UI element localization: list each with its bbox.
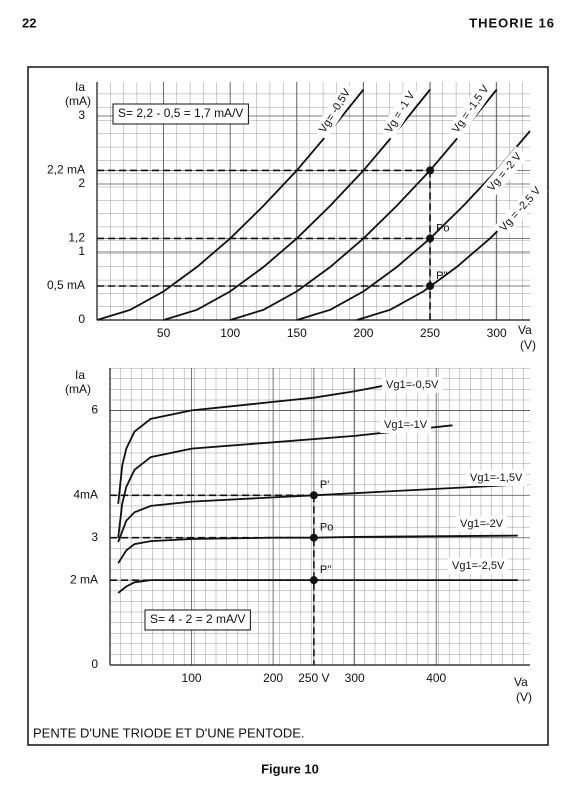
x-tick-label: 50 xyxy=(157,326,171,340)
annotation: S= 2,2 - 0,5 = 1,7 mA/V xyxy=(118,106,243,120)
label-bg xyxy=(380,417,432,433)
operating-point xyxy=(426,282,435,290)
label-bg xyxy=(379,85,422,140)
label-bg xyxy=(382,377,443,393)
x-tick-label: 250 V xyxy=(298,671,329,685)
y-tick-label: 0 xyxy=(78,312,85,326)
annotation-box xyxy=(144,609,251,631)
series-line xyxy=(163,88,431,321)
x-tick-label: 300 xyxy=(345,671,365,685)
y-tick-label: 3 xyxy=(78,108,85,122)
point-label: P'' xyxy=(320,564,332,576)
x-axis-label: Va xyxy=(518,323,532,337)
figure-frame xyxy=(27,66,549,746)
operating-point xyxy=(426,234,435,243)
y-axis-label: (mA) xyxy=(65,94,91,108)
label-bg xyxy=(466,470,527,486)
annotation: S= 4 - 2 = 2 mA/V xyxy=(150,612,245,626)
series-label: Vg1=-1,5V xyxy=(470,472,523,484)
series-line xyxy=(117,384,388,504)
y-axis-label: (mA) xyxy=(65,382,91,396)
series-line xyxy=(356,205,524,321)
y-tick-label: 1 xyxy=(78,244,85,258)
x-tick-label: 200 xyxy=(353,326,373,340)
y-axis-label: Ia xyxy=(75,80,85,94)
x-axis-label: (V) xyxy=(520,338,536,352)
series-label: Vg1=-2V xyxy=(460,518,504,530)
caption: PENTE D'UNE TRIODE ET D'UNE PENTODE. xyxy=(33,725,305,740)
point-label: Po xyxy=(320,522,333,534)
x-tick-label: 400 xyxy=(426,671,446,685)
x-tick-label: 100 xyxy=(220,326,240,340)
label-bg xyxy=(456,516,508,532)
label-bg xyxy=(448,558,509,574)
y-tick-label: 1,2 xyxy=(68,231,85,245)
y-tick-label: 0,5 mA xyxy=(47,278,85,292)
x-tick-label: 250 xyxy=(420,326,440,340)
label-bg xyxy=(313,82,357,140)
label-bg xyxy=(493,180,548,239)
series-line xyxy=(229,88,498,321)
y-tick-label: 4mA xyxy=(73,487,98,501)
series-line xyxy=(117,534,518,564)
series-label: Vg1=-1V xyxy=(384,419,428,431)
x-tick-label: 200 xyxy=(263,671,283,685)
series-line xyxy=(117,483,518,543)
y-tick-label: 2 mA xyxy=(70,572,98,586)
point-label: Po xyxy=(436,222,449,234)
series-line xyxy=(117,424,453,538)
y-tick-label: 3 xyxy=(91,530,98,544)
x-tick-label: 100 xyxy=(182,671,202,685)
y-tick-label: 2,2 mA xyxy=(47,163,85,177)
operating-point xyxy=(309,576,318,585)
series-label: Vg1=-0,5V xyxy=(386,379,439,391)
page-number: 22 xyxy=(22,15,36,30)
figure-label: Figure 10 xyxy=(261,761,319,776)
page-header: THEORIE 16 xyxy=(469,15,555,30)
label-bg xyxy=(446,78,496,140)
y-tick-label: 2 xyxy=(78,176,85,190)
x-tick-label: 150 xyxy=(287,326,307,340)
label-bg xyxy=(481,146,529,199)
x-tick-label: 300 xyxy=(487,326,507,340)
point-label: P' xyxy=(320,479,329,491)
y-axis-label: Ia xyxy=(75,368,85,382)
y-tick-label: 0 xyxy=(91,657,98,671)
operating-point xyxy=(426,166,435,175)
series-line xyxy=(96,88,365,321)
operating-point xyxy=(309,533,318,542)
series-label: Vg1=-2,5V xyxy=(452,560,505,572)
point-label: P'' xyxy=(436,270,448,282)
x-axis-label: (V) xyxy=(516,690,532,704)
x-axis-label: Va xyxy=(514,675,528,689)
operating-point xyxy=(309,491,318,500)
annotation-box xyxy=(112,103,249,125)
y-tick-label: 6 xyxy=(91,403,98,417)
